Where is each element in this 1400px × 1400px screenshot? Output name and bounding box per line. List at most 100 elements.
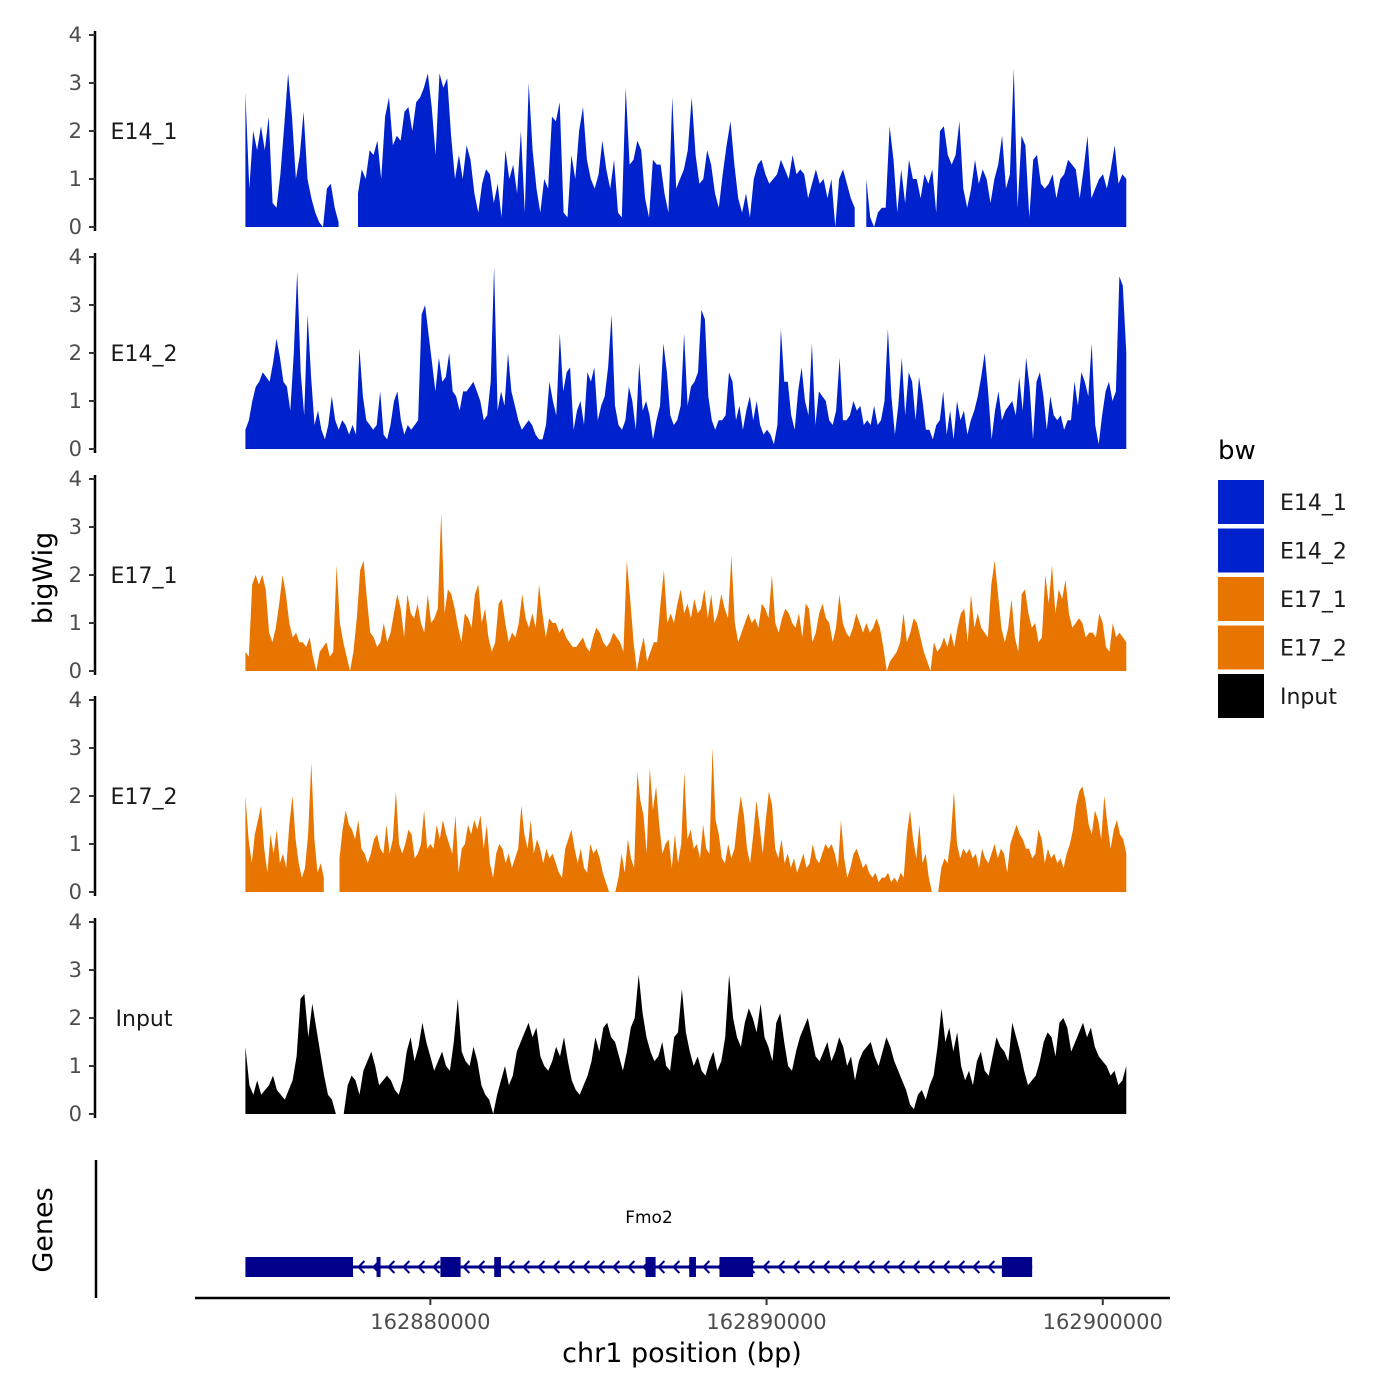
gene-exon [689, 1257, 696, 1277]
legend-label-input: Input [1280, 685, 1337, 710]
y-tick-label: 3 [69, 293, 82, 317]
strand-arrow [942, 1260, 951, 1274]
strand-arrow [627, 1260, 636, 1274]
y-tick-label: 0 [69, 659, 82, 683]
y-axis-title: bigWig [28, 532, 59, 625]
y-tick-label: 0 [69, 215, 82, 239]
strand-arrow [402, 1260, 411, 1274]
strand-arrow [912, 1260, 921, 1274]
y-tick-label: 3 [69, 71, 82, 95]
strand-arrow [897, 1260, 906, 1274]
strand-arrow [537, 1260, 546, 1274]
y-tick-label: 0 [69, 437, 82, 461]
y-tick-label: 1 [69, 167, 82, 191]
strand-arrow [882, 1260, 891, 1274]
x-tick-label: 162900000 [1043, 1310, 1163, 1334]
x-tick-label: 162880000 [370, 1310, 490, 1334]
area-e17_2 [245, 762, 324, 892]
y-tick-label: 2 [69, 341, 82, 365]
strand-arrow [357, 1260, 366, 1274]
area-e14_1 [358, 73, 855, 228]
gene-exon [1001, 1257, 1033, 1277]
area-input [343, 974, 1127, 1114]
area-e14_1 [866, 68, 1127, 227]
gene-exon [245, 1257, 354, 1277]
legend-label-e17_2: E17_2 [1280, 637, 1347, 662]
legend-swatch-e17_1 [1218, 577, 1264, 621]
strand-arrow [867, 1260, 876, 1274]
strand-arrow [702, 1260, 711, 1274]
strand-arrow [657, 1260, 666, 1274]
y-tick-label: 4 [69, 688, 82, 712]
gene-exon [440, 1257, 461, 1277]
strand-arrow [672, 1260, 681, 1274]
strand-arrow [597, 1260, 606, 1274]
strand-arrow [927, 1260, 936, 1274]
legend-title: bw [1218, 436, 1256, 466]
area-input [245, 994, 336, 1114]
y-tick-label: 4 [69, 467, 82, 491]
legend-swatch-input [1218, 674, 1264, 718]
y-tick-label: 4 [69, 910, 82, 934]
gene-track: Genes Fmo2 [28, 1160, 1033, 1298]
strand-arrow [837, 1260, 846, 1274]
y-tick-label: 1 [69, 832, 82, 856]
area-e17_2 [938, 786, 1127, 892]
track-e17_1: 0 1 2 3 4 E17_1 [69, 467, 1127, 683]
x-axis-title: chr1 position (bp) [562, 1338, 802, 1369]
strand-arrow [777, 1260, 786, 1274]
area-e17_1 [245, 512, 1127, 671]
gene-exon [376, 1257, 381, 1277]
track-label-e17_1: E17_1 [111, 564, 178, 589]
strand-arrow [477, 1260, 486, 1274]
area-e14_2 [245, 266, 1127, 449]
strand-arrow [987, 1260, 996, 1274]
legend-label-e17_1: E17_1 [1280, 588, 1347, 613]
y-tick-label: 2 [69, 784, 82, 808]
track-e14_1: 0 1 2 3 4 E14_1 [69, 23, 1127, 239]
gene-track-title: Genes [28, 1187, 59, 1272]
legend: bw E14_1 E14_2 E17_1 E17_2 Input [1218, 436, 1347, 718]
y-tick-label: 4 [69, 245, 82, 269]
track-label-e17_2: E17_2 [111, 785, 178, 810]
y-tick-label: 0 [69, 880, 82, 904]
strand-arrow [387, 1260, 396, 1274]
gene-exon [494, 1257, 501, 1277]
strand-arrow [807, 1260, 816, 1274]
strand-arrow [612, 1260, 621, 1274]
strand-arrow [507, 1260, 516, 1274]
strand-arrow [432, 1260, 441, 1274]
track-label-input: Input [116, 1007, 173, 1032]
y-tick-label: 2 [69, 1006, 82, 1030]
strand-arrow [462, 1260, 471, 1274]
y-tick-label: 2 [69, 563, 82, 587]
gene-name-label: Fmo2 [625, 1208, 673, 1228]
y-tick-label: 1 [69, 611, 82, 635]
x-ticks: 162880000 162890000 162900000 [370, 1298, 1163, 1334]
strand-arrow [822, 1260, 831, 1274]
x-axis: 162880000 162890000 162900000 chr1 positio… [195, 1296, 1170, 1369]
strand-arrow [552, 1260, 561, 1274]
legend-label-e14_2: E14_2 [1280, 540, 1347, 565]
strand-arrow [567, 1260, 576, 1274]
gene-model [245, 1257, 1033, 1277]
strand-arrow [417, 1260, 426, 1274]
y-tick-label: 3 [69, 958, 82, 982]
y-tick-label: 2 [69, 119, 82, 143]
area-e14_1 [245, 73, 339, 228]
y-tick-label: 4 [69, 23, 82, 47]
track-label-e14_1: E14_1 [111, 120, 178, 145]
strand-arrow [762, 1260, 771, 1274]
legend-label-e14_1: E14_1 [1280, 491, 1347, 516]
strand-arrow [792, 1260, 801, 1274]
legend-swatch-e14_1 [1218, 480, 1264, 524]
gene-exon [645, 1257, 656, 1277]
track-e14_2: 0 1 2 3 4 E14_2 [69, 245, 1127, 461]
legend-swatch-e14_2 [1218, 528, 1264, 573]
track-e17_2: 0 1 2 3 4 E17_2 [69, 688, 1127, 904]
y-tick-label: 1 [69, 1054, 82, 1078]
area-e17_2 [615, 748, 932, 892]
strand-arrow [852, 1260, 861, 1274]
y-tick-label: 3 [69, 736, 82, 760]
